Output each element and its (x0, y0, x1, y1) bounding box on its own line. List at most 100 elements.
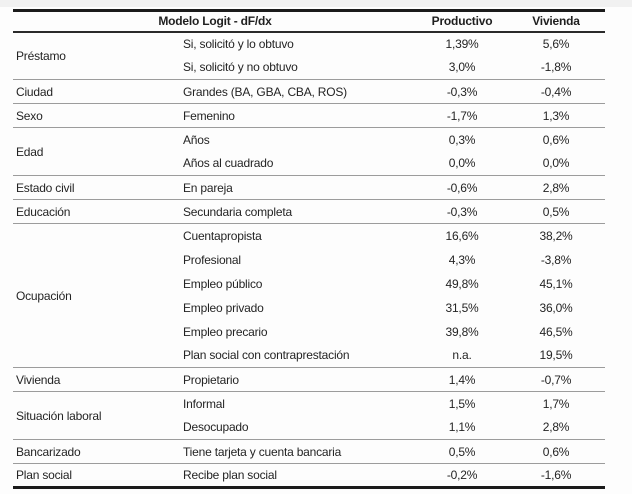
value-vivienda: -3,8% (540, 252, 572, 267)
category-label-ocupacion: Ocupación (13, 223, 180, 368)
group-plan-social: Plan social Recibe plan social -0,2% -1,… (13, 463, 605, 488)
row-description: Tiene tarjeta y cuenta bancaria (180, 439, 417, 464)
category-label-sexo: Sexo (13, 103, 180, 128)
header-row: Modelo Logit - dF/dx Productivo Vivienda (13, 10, 605, 33)
value-productivo: -0,2% (417, 463, 507, 488)
category-label-estado-civil: Estado civil (13, 175, 180, 200)
value-productivo: 1,1% (448, 420, 476, 435)
row-description: Propietario (180, 367, 417, 392)
row-description: En pareja (180, 175, 417, 200)
top-edge-artifact (0, 0, 632, 7)
table-row: Sexo Femenino -1,7% 1,3% (13, 103, 605, 128)
row-description: Secundaria completa (180, 199, 417, 224)
value-vivienda: 2,8% (542, 420, 570, 435)
value-productivo: -0,6% (417, 175, 507, 200)
value-vivienda: 5,6% (507, 31, 605, 56)
value-vivienda: 19,5% (539, 348, 573, 363)
row-description: Si, solicitó y no obtuvo (183, 60, 298, 75)
value-productivo: 0,3% (417, 127, 507, 152)
table-row: Plan social Recibe plan social -0,2% -1,… (13, 463, 605, 488)
value-vivienda: 46,5% (539, 324, 573, 339)
row-description: Informal (180, 391, 417, 416)
table-row: Ciudad Grandes (BA, GBA, CBA, ROS) -0,3%… (13, 79, 605, 104)
column-header-productivo: Productivo (417, 10, 507, 33)
row-description: Grandes (BA, GBA, CBA, ROS) (180, 79, 417, 104)
value-productivo: n.a. (452, 348, 472, 363)
value-vivienda: 0,6% (507, 127, 605, 152)
table-row: Situación laboral Informal 1,5% 1,7% (13, 391, 605, 440)
column-header-model: Modelo Logit - dF/dx (13, 10, 417, 33)
table-row: Empleo público 49,8% 45,1% (13, 272, 605, 296)
value-vivienda: -0,4% (507, 79, 605, 104)
table-row: Educación Secundaria completa -0,3% 0,5% (13, 199, 605, 224)
value-vivienda: -0,7% (507, 367, 605, 392)
group-ciudad: Ciudad Grandes (BA, GBA, CBA, ROS) -0,3%… (13, 79, 605, 104)
table-row: Plan social con contraprestación n.a. 19… (13, 344, 605, 368)
table-row: Desocupado 1,1% 2,8% (13, 416, 605, 440)
category-label-educacion: Educación (13, 199, 180, 224)
table-row: Ocupación Cuentapropista 16,6% 38,2% (13, 223, 605, 368)
row-description: Empleo precario (183, 324, 268, 339)
value-vivienda: -1,6% (507, 463, 605, 488)
value-productivo: 0,0% (448, 156, 476, 171)
table-row: Profesional 4,3% -3,8% (13, 248, 605, 272)
category-label-edad: Edad (13, 127, 180, 176)
value-productivo: 49,8% (445, 276, 479, 291)
group-prestamo: Préstamo Si, solicitó y lo obtuvo 1,39% … (13, 31, 605, 80)
group-situacion-laboral: Situación laboral Informal 1,5% 1,7% Des… (13, 391, 605, 440)
value-vivienda: 0,6% (507, 439, 605, 464)
group-estado-civil: Estado civil En pareja -0,6% 2,8% (13, 175, 605, 200)
row-description: Profesional (183, 252, 241, 267)
group-bancarizado: Bancarizado Tiene tarjeta y cuenta banca… (13, 439, 605, 464)
group-ocupacion: Ocupación Cuentapropista 16,6% 38,2% Pro… (13, 223, 605, 368)
group-sexo: Sexo Femenino -1,7% 1,3% (13, 103, 605, 128)
value-productivo: 39,8% (445, 324, 479, 339)
value-vivienda: -1,8% (540, 60, 572, 75)
value-vivienda: 1,3% (507, 103, 605, 128)
row-description: Recibe plan social (180, 463, 417, 488)
row-description: Años al cuadrado (183, 156, 274, 171)
category-label-plan-social: Plan social (13, 463, 180, 488)
value-vivienda: 45,1% (539, 276, 573, 291)
category-label-bancarizado: Bancarizado (13, 439, 180, 464)
row-description: Cuentapropista (180, 223, 417, 248)
value-productivo: 0,5% (417, 439, 507, 464)
row-description: Desocupado (183, 420, 249, 435)
table-header: Modelo Logit - dF/dx Productivo Vivienda (13, 10, 605, 33)
category-label-ciudad: Ciudad (13, 79, 180, 104)
row-description: Plan social con contraprestación (183, 348, 350, 363)
value-productivo: -0,3% (417, 79, 507, 104)
value-vivienda: 38,2% (507, 223, 605, 248)
value-productivo: 1,39% (417, 31, 507, 56)
table-row: Estado civil En pareja -0,6% 2,8% (13, 175, 605, 200)
group-edad: Edad Años 0,3% 0,6% Años al cuadrado 0,0… (13, 127, 605, 176)
value-vivienda: 1,7% (507, 391, 605, 416)
value-productivo: 1,4% (417, 367, 507, 392)
logit-results-table: Modelo Logit - dF/dx Productivo Vivienda… (13, 9, 605, 489)
table-row: Bancarizado Tiene tarjeta y cuenta banca… (13, 439, 605, 464)
value-productivo: 16,6% (417, 223, 507, 248)
table-row: Vivienda Propietario 1,4% -0,7% (13, 367, 605, 392)
value-vivienda: 0,5% (507, 199, 605, 224)
group-vivienda: Vivienda Propietario 1,4% -0,7% (13, 367, 605, 392)
table-row: Empleo precario 39,8% 46,5% (13, 320, 605, 344)
value-vivienda: 0,0% (542, 156, 570, 171)
table-row: Si, solicitó y no obtuvo 3,0% -1,8% (13, 56, 605, 80)
column-header-vivienda: Vivienda (507, 10, 605, 33)
row-description: Femenino (180, 103, 417, 128)
table-row: Edad Años 0,3% 0,6% (13, 127, 605, 176)
value-vivienda: 2,8% (507, 175, 605, 200)
row-description: Años (180, 127, 417, 152)
value-productivo: 31,5% (445, 300, 479, 315)
table-row: Préstamo Si, solicitó y lo obtuvo 1,39% … (13, 31, 605, 80)
table-row: Empleo privado 31,5% 36,0% (13, 296, 605, 320)
value-productivo: -1,7% (417, 103, 507, 128)
category-label-vivienda: Vivienda (13, 367, 180, 392)
row-description: Empleo privado (183, 300, 264, 315)
category-label-prestamo: Préstamo (13, 31, 180, 80)
table-row: Años al cuadrado 0,0% 0,0% (13, 152, 605, 176)
group-educacion: Educación Secundaria completa -0,3% 0,5% (13, 199, 605, 224)
row-description: Si, solicitó y lo obtuvo (180, 31, 417, 56)
value-productivo: -0,3% (417, 199, 507, 224)
